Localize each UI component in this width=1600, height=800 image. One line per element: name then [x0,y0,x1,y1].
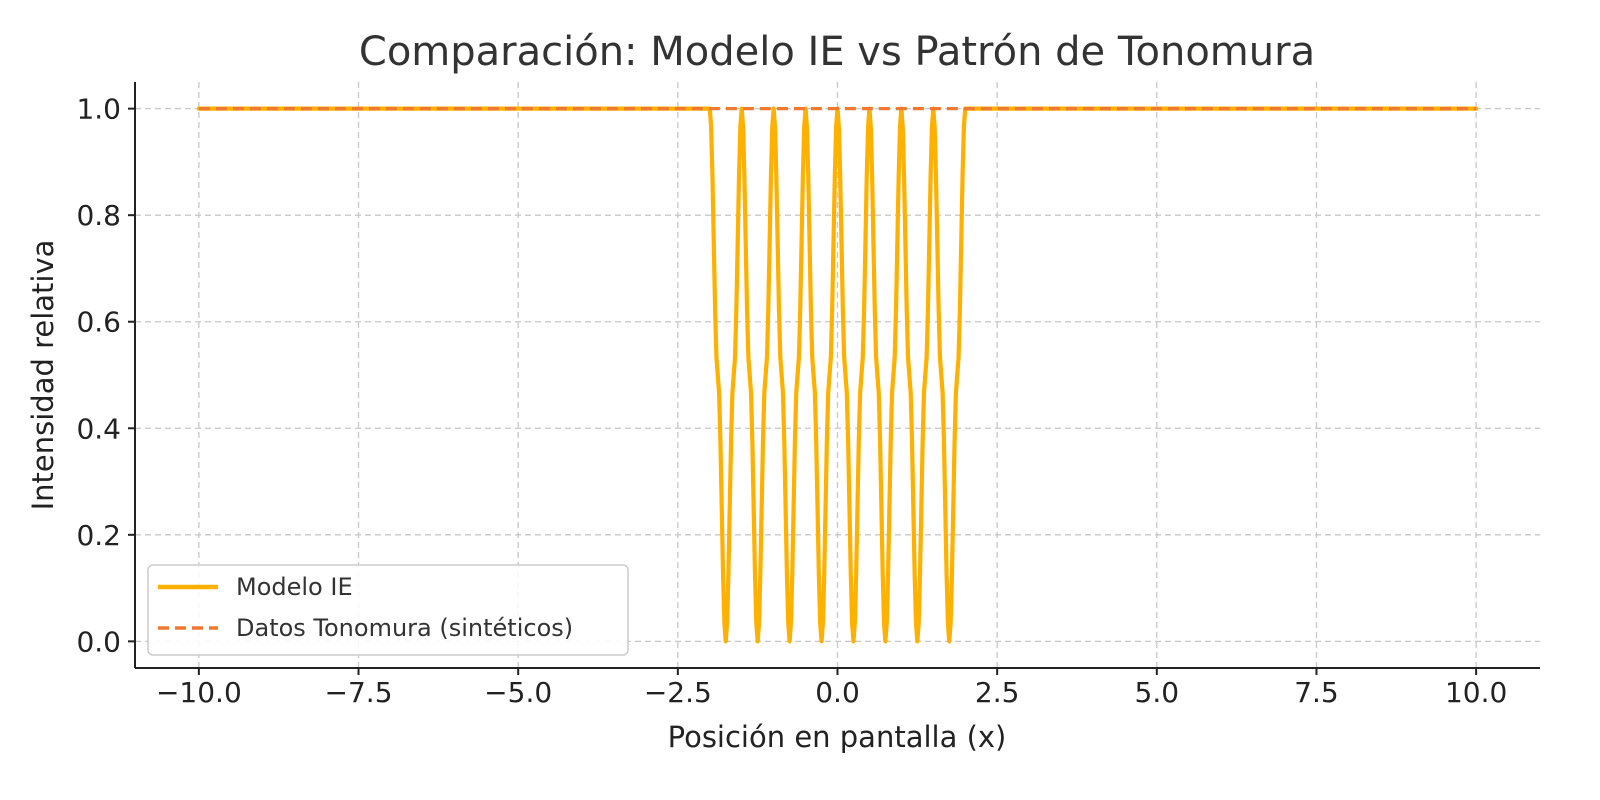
x-tick-label: −5.0 [484,676,552,709]
ticks-layer: −10.0 −7.5 −5.0 −2.5 0.0 2.5 5.0 7.5 10.0 0.0 0.2 0… [76,93,1507,709]
y-tick-label: 0.0 [76,625,121,658]
y-tick-label: 0.8 [76,199,121,232]
legend: Modelo IE Datos Tonomura (sintéticos) [147,564,629,656]
legend-label-datos-tonomura: Datos Tonomura (sintéticos) [236,614,573,642]
legend-label-modelo-ie: Modelo IE [236,573,353,601]
y-axis-label: Intensidad relativa [26,240,60,511]
y-tick-label: 0.2 [76,519,121,552]
x-axis-label: Posición en pantalla (x) [668,720,1007,754]
legend-box [147,564,629,656]
y-tick-label: 0.6 [76,306,121,339]
y-tick-label: 1.0 [76,93,121,126]
x-tick-label: −7.5 [325,676,393,709]
x-tick-label: −2.5 [644,676,712,709]
x-tick-label: 7.5 [1294,676,1339,709]
x-tick-label: 5.0 [1135,676,1180,709]
x-tick-label: −10.0 [156,676,242,709]
x-tick-label: 2.5 [975,676,1020,709]
chart-title: Comparación: Modelo IE vs Patrón de Tono… [359,29,1315,75]
series-layer [196,106,1479,644]
x-tick-label: 10.0 [1445,676,1507,709]
x-tick-label: 0.0 [815,676,860,709]
y-tick-label: 0.4 [76,412,121,445]
